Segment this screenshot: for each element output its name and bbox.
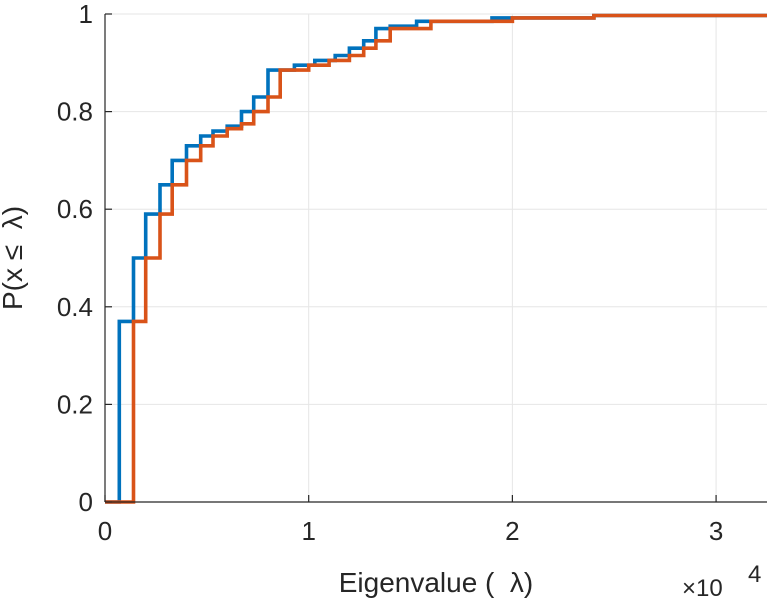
- x-tick-label: 0: [98, 516, 112, 546]
- y-tick-label: 0: [79, 487, 93, 517]
- y-tick-label: 1: [79, 0, 93, 29]
- y-axis-title: P(x ≤ λ): [0, 206, 28, 310]
- x-exponent-label: ×10: [682, 575, 723, 600]
- x-tick-label: 3: [709, 516, 723, 546]
- x-tick-label: 2: [505, 516, 519, 546]
- series-line-series-1: [105, 13, 767, 504]
- y-tick-label: 0.8: [57, 97, 93, 127]
- axes: [104, 14, 767, 503]
- y-tick-label: 0.2: [57, 389, 93, 419]
- grid: [105, 13, 767, 502]
- y-tick-label: 0.4: [57, 292, 93, 322]
- x-axis-title: Eigenvalue ( λ): [339, 567, 534, 598]
- series-line-series-2: [105, 13, 767, 504]
- x-tick-label: 1: [301, 516, 315, 546]
- ticks: 0 1 2 3 0 0.2 0.4 0.6 0.8 1: [57, 0, 723, 546]
- series-lines: [105, 13, 767, 504]
- x-exponent-power: 4: [748, 561, 761, 588]
- y-tick-label: 0.6: [57, 194, 93, 224]
